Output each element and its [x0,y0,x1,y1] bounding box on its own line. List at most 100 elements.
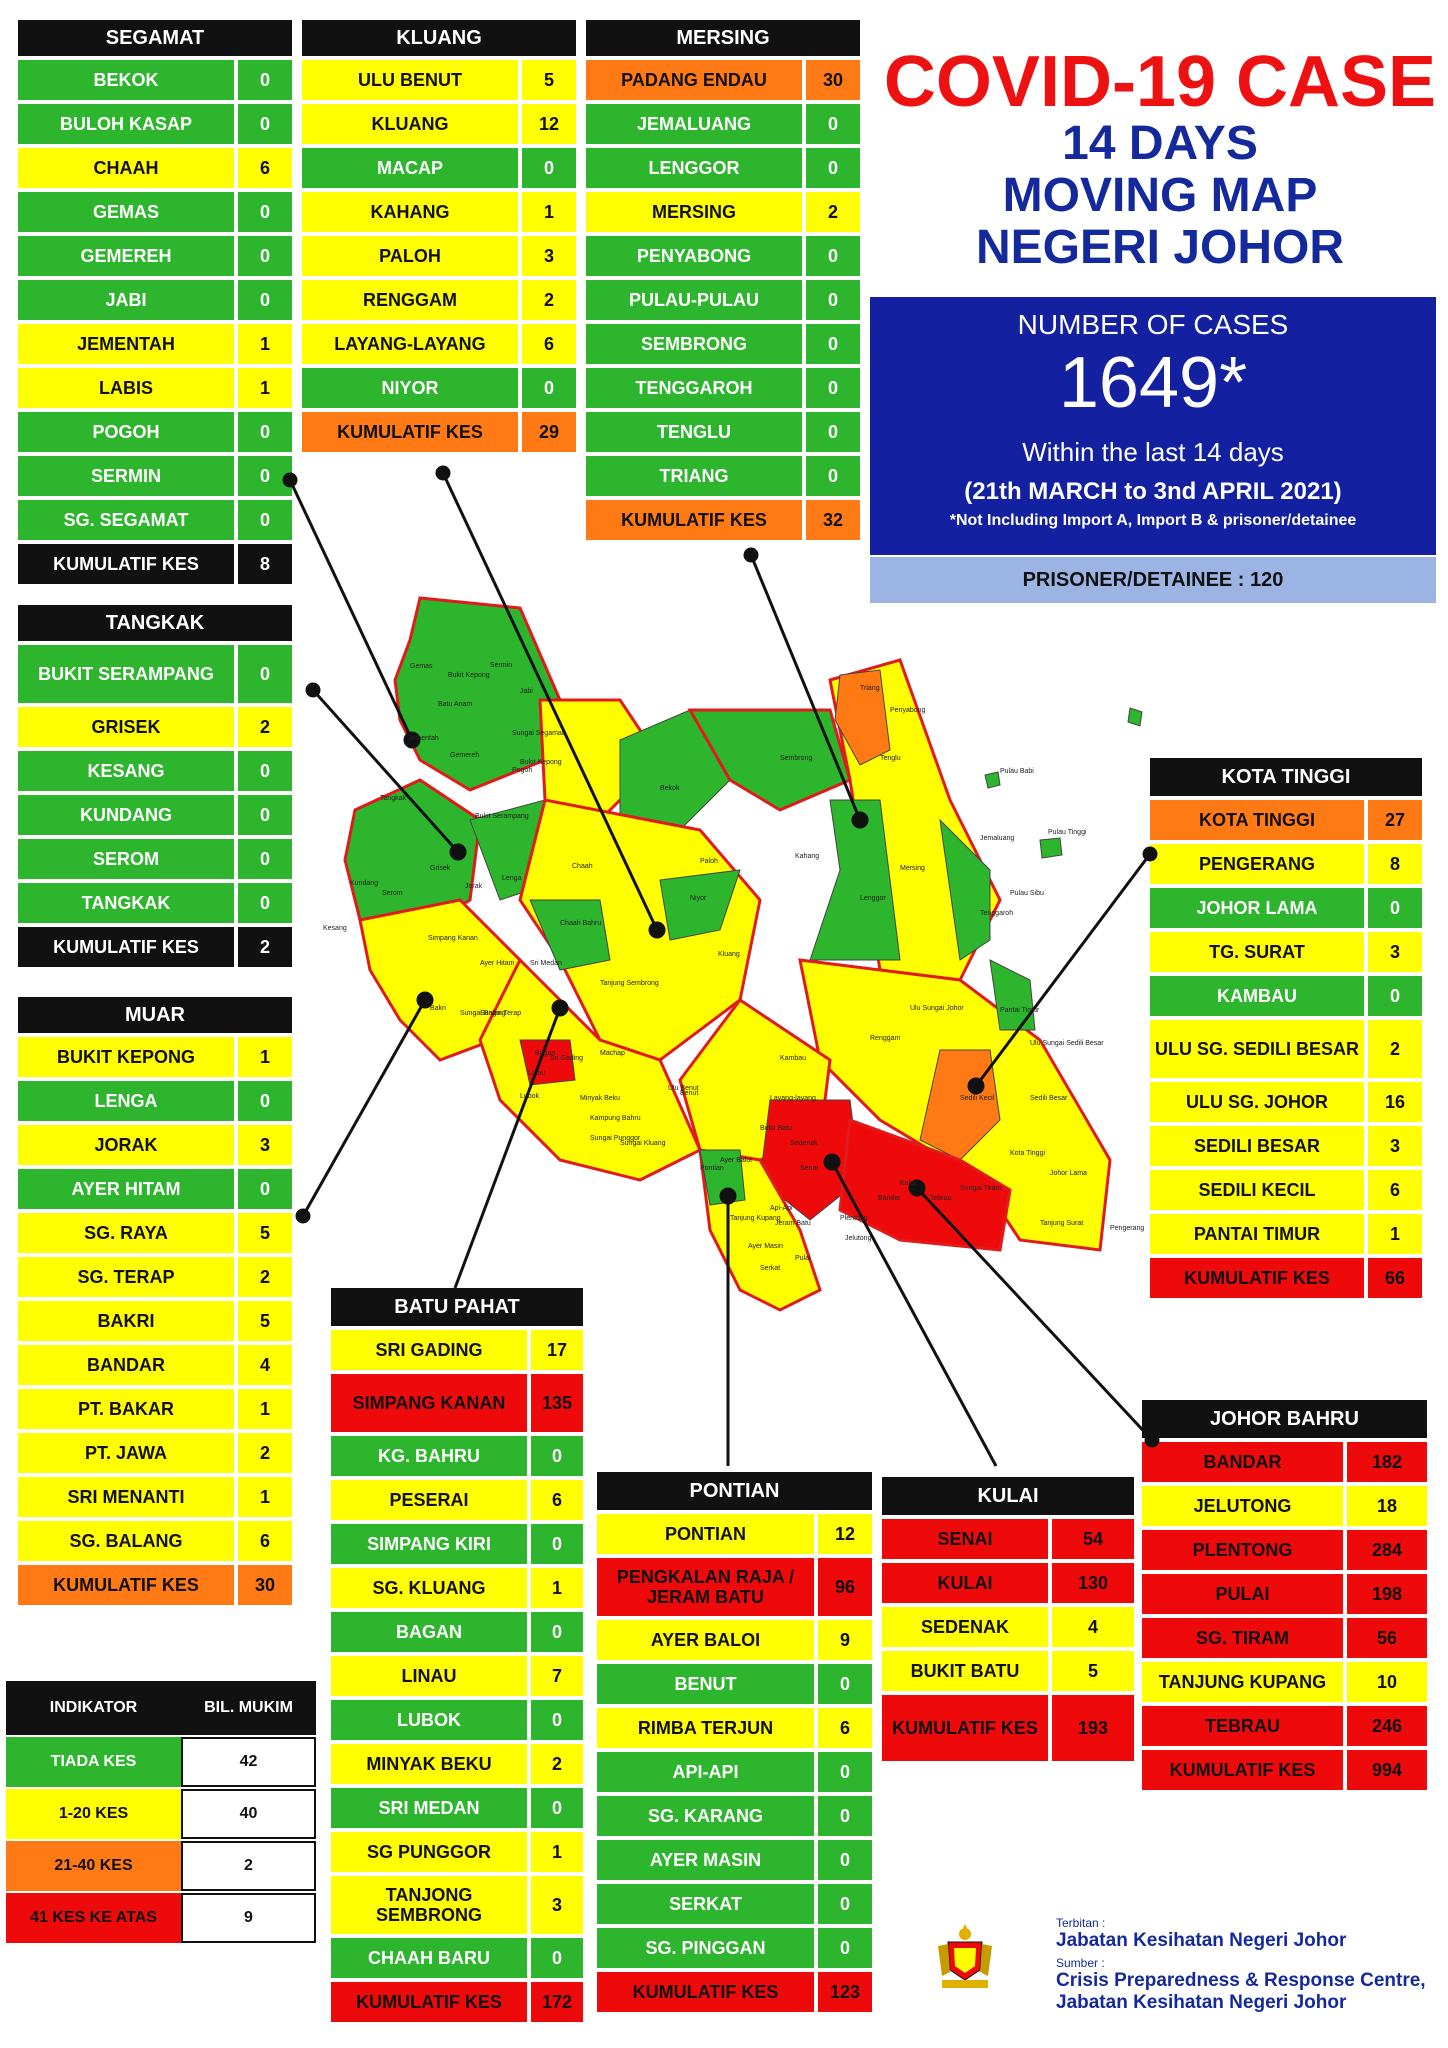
map-place-label: Senai [800,1165,818,1172]
mukim-name: KUMULATIF KES [18,1565,234,1605]
region-pulau-babi [984,771,1001,789]
mukim-case-count: 66 [1368,1258,1422,1298]
mukim-name: TENGGAROH [586,368,802,408]
mukim-case-count: 0 [238,412,292,452]
mukim-name: SENAI [882,1519,1048,1559]
mukim-case-count: 2 [238,927,292,967]
muar-header: MUAR [18,997,292,1033]
mukim-row: KAHANG 1 [302,192,576,232]
tangkak-table: TANGKAK BUKIT SERAMPANG 0 GRISEK 2 KESANG 0 KUN… [18,605,292,967]
map-place-label: Pulai [795,1255,811,1262]
mukim-row: KUNDANG 0 [18,795,292,835]
mukim-name: MINYAK BEKU [331,1744,527,1784]
indicator-header-count: BIL. MUKIM [204,1699,293,1716]
map-place-label: Pantai Timur [1000,1007,1040,1014]
leader-lines [282,465,1160,1467]
mukim-name: SG. KARANG [597,1796,814,1836]
region-padang-endau [834,669,891,766]
map-place-label: Batu Anam [438,701,472,708]
map-place-label: Penyabong [890,707,926,714]
region-niyor [659,869,741,941]
mukim-name: LENGGOR [586,148,802,188]
mukim-row: SG. RAYA 5 [18,1213,292,1253]
mukim-name: TANJUNG KUPANG [1142,1662,1343,1702]
case-note: *Not Including Import A, Import B & pris… [949,512,1357,529]
mukim-name: LENGA [18,1081,234,1121]
mukim-row: CHAAH 6 [18,148,292,188]
mukim-row: BENUT 0 [597,1664,872,1704]
mukim-name: RIMBA TERJUN [597,1708,814,1748]
map-place-label: Chaah [572,863,593,870]
mukim-row: SEDILI BESAR 3 [1150,1126,1422,1166]
map-place-label: Jabi [520,688,533,695]
mukim-case-count: 12 [522,104,576,144]
mukim-case-count: 0 [531,1700,583,1740]
segamat-table: SEGAMAT BEKOK 0 BULOH KASAP 0 CHAAH 6 GEMAS 0 GEM… [18,20,292,584]
mukim-row: KOTA TINGGI 27 [1150,800,1422,840]
mukim-row: BEKOK 0 [18,60,292,100]
map-place-label: Kambau [780,1055,806,1062]
mukim-row: TENGLU 0 [586,412,860,452]
mukim-case-count: 0 [806,148,860,188]
map-place-label: Gemereh [450,752,479,759]
mukim-row: SERKAT 0 [597,1884,872,1924]
mukim-case-count: 5 [238,1213,292,1253]
map-place-label: Triang [860,685,880,692]
mukim-name: PLENTONG [1142,1530,1343,1570]
mukim-name: KG. BAHRU [331,1436,527,1476]
mukim-case-count: 3 [1368,932,1422,972]
mukim-row: JABI 0 [18,280,292,320]
mukim-name: SRI MENANTI [18,1477,234,1517]
mukim-row: TG. SURAT 3 [1150,932,1422,972]
mukim-case-count: 12 [818,1514,872,1554]
mukim-case-count: 123 [818,1972,872,2012]
mukim-row: KAMBAU 0 [1150,976,1422,1016]
mukim-row: SG. SEGAMAT 0 [18,500,292,540]
mukim-case-count: 0 [818,1884,872,1924]
kluang-total-row: KUMULATIF KES 29 [302,412,576,452]
mukim-case-count: 0 [806,456,860,496]
mukim-case-count: 0 [531,1436,583,1476]
mukim-name: PENGKALAN RAJA / JERAM BATU [597,1558,814,1616]
map-place-label: Pontian [700,1165,724,1172]
mukim-name: BEKOK [18,60,234,100]
mukim-row: NIYOR 0 [302,368,576,408]
mukim-row: SRI MENANTI 1 [18,1477,292,1517]
mersing-table: MERSING PADANG ENDAU 30 JEMALUANG 0 LENGGOR 0 M… [586,20,860,540]
region-sembrong [687,708,852,812]
mukim-row: KESANG 0 [18,751,292,791]
mukim-name: GEMAS [18,192,234,232]
mukim-name: PENGERANG [1150,844,1364,884]
mukim-name: MERSING [586,192,802,232]
mukim-case-count: 1 [531,1568,583,1608]
mukim-name: KUMULATIF KES [597,1972,814,2012]
mukim-case-count: 3 [522,236,576,276]
mukim-case-count: 0 [806,236,860,276]
map-place-label: Sembrong [780,755,812,762]
map-place-label: Simpang Kanan [428,935,478,942]
mukim-row: PENYABONG 0 [586,236,860,276]
mukim-row: BAGAN 0 [331,1612,583,1652]
muar-table: MUAR BUKIT KEPONG 1 LENGA 0 JORAK 3 AYER HITAM 0… [18,997,292,1605]
map-regions [343,596,1143,1312]
mukim-case-count: 0 [806,412,860,452]
map-place-label: Bukit Kepong [448,672,490,679]
mukim-name: GRISEK [18,707,234,747]
map-place-label: Minyak Beku [580,1095,620,1102]
indicator-rows: TIADA KES 42 1-20 KES 40 21-40 KES 2 41 KES KE… [6,1737,316,1943]
map-place-label: Api-Api [770,1205,793,1212]
mukim-row: LENGGOR 0 [586,148,860,188]
mukim-row: PESERAI 6 [331,1480,583,1520]
map-place-label: Kampung Bahru [590,1115,641,1122]
mukim-name: KAHANG [302,192,518,232]
mukim-case-count: 8 [238,544,292,584]
mukim-case-count: 182 [1347,1442,1427,1482]
map-place-label: Bakri [430,1005,446,1012]
mukim-row: PENGKALAN RAJA / JERAM BATU 96 [597,1558,872,1616]
mukim-row: PANTAI TIMUR 1 [1150,1214,1422,1254]
indicator-count: 9 [181,1893,316,1943]
indicator-category: 41 KES KE ATAS [6,1893,181,1943]
map-place-label: Jemaluang [980,835,1014,842]
map-place-label: Sungai Terap [480,1010,521,1017]
map-place-label: Sedili Besar [1030,1095,1068,1102]
